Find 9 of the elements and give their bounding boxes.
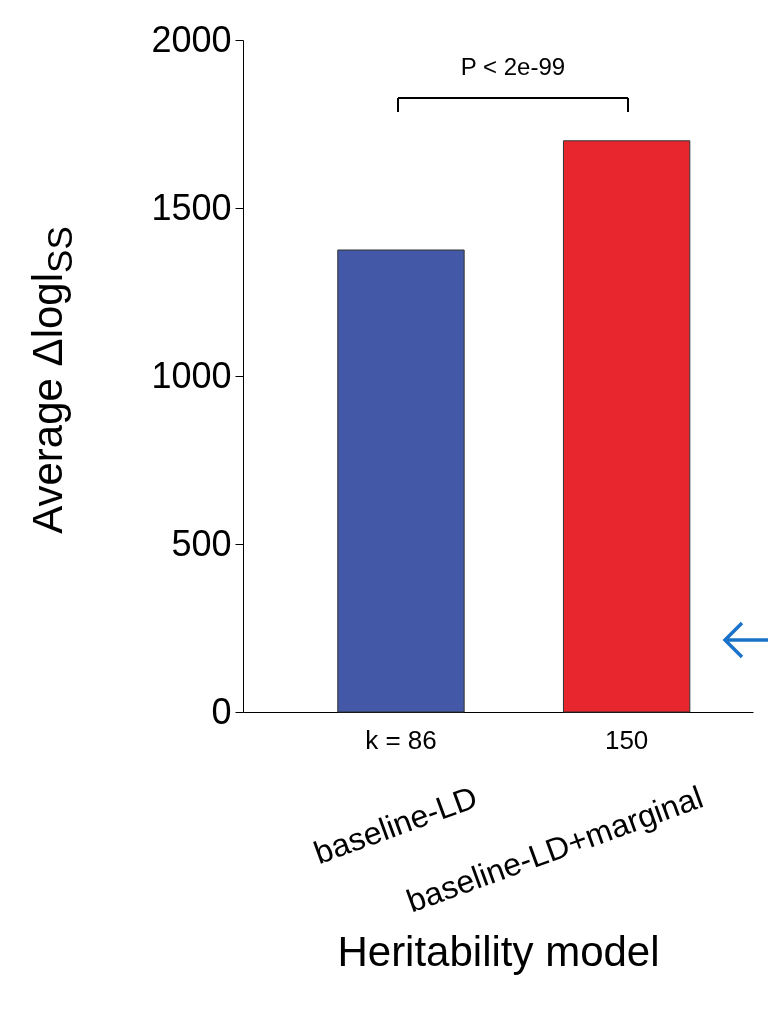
y-tick-label: 2000: [151, 18, 232, 60]
text: 150: [604, 725, 649, 755]
text: k = 86: [365, 725, 437, 755]
annotation: P < 2e-99: [460, 53, 566, 80]
y-tick-label: 0: [211, 690, 232, 732]
x-axis-title: Heritability model: [337, 927, 660, 975]
y-tick-label: 1000: [151, 354, 232, 396]
y-tick-label: 1500: [151, 186, 232, 228]
y-tick-label: 500: [171, 522, 232, 564]
